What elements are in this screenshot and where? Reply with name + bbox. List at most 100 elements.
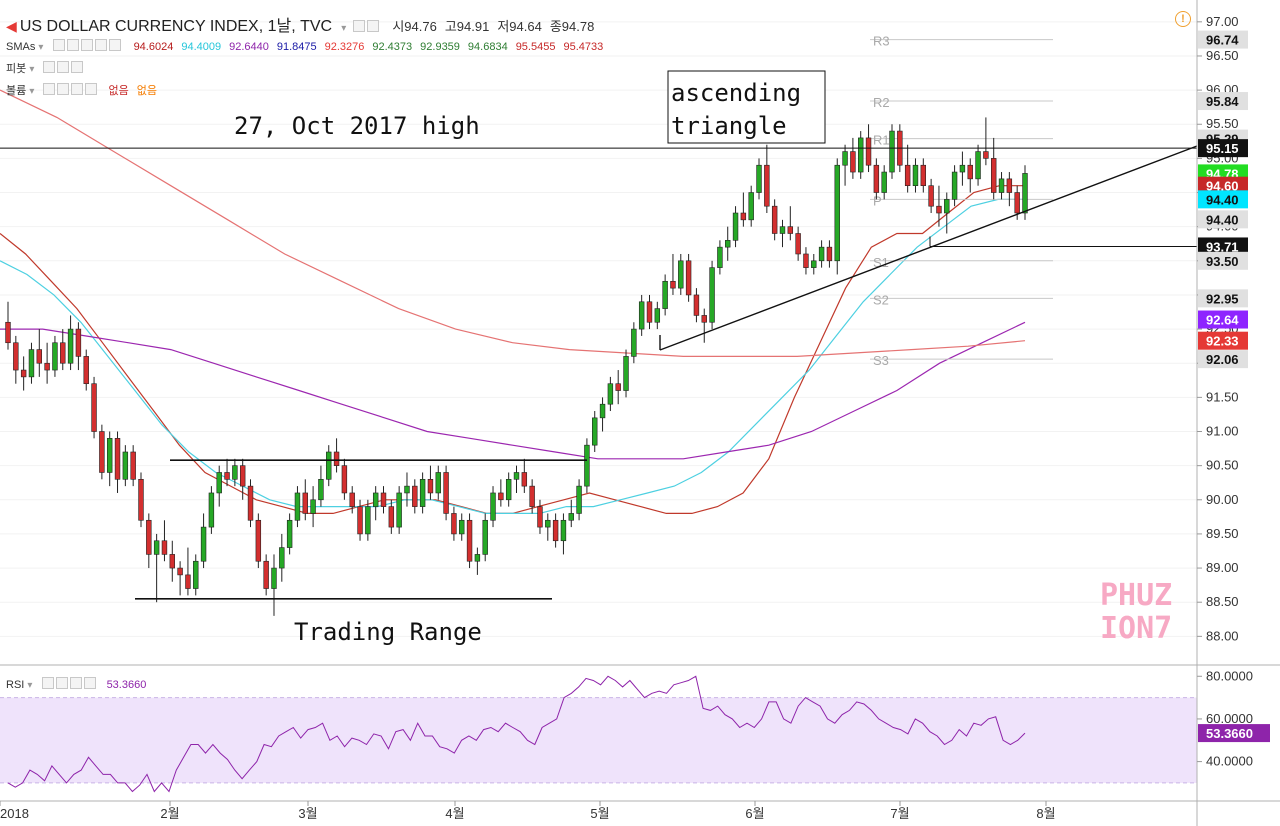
watermark-line1: PHUZ xyxy=(1100,578,1172,613)
eye-icon[interactable] xyxy=(41,677,54,689)
candle-38 xyxy=(302,479,308,521)
candle-body-52 xyxy=(412,485,418,507)
candle-18 xyxy=(146,513,152,569)
chart-title: US DOLLAR CURRENCY INDEX, 1날, TVC xyxy=(19,18,333,35)
candle-11 xyxy=(91,376,97,439)
dropdown-caret-icon[interactable]: ▾ xyxy=(341,23,347,34)
candle-94 xyxy=(740,192,747,227)
exclamation-circle-icon[interactable]: ! xyxy=(1175,11,1191,27)
candle-79 xyxy=(623,349,629,398)
eye-icon[interactable] xyxy=(52,39,65,51)
dropdown-caret-icon[interactable]: ▾ xyxy=(27,680,33,691)
candle-body-7 xyxy=(60,342,66,364)
candle-45 xyxy=(357,499,363,541)
eye-icon[interactable] xyxy=(353,20,366,32)
time-axis[interactable]: 2018 2월 3월 4월 5월 6월 7월 8월 xyxy=(0,801,1056,821)
close-icon[interactable] xyxy=(108,39,121,51)
candle-31 xyxy=(247,479,254,528)
sma-label[interactable]: SMAs xyxy=(6,41,36,53)
candle-body-120 xyxy=(944,199,950,214)
settings-icon[interactable] xyxy=(57,83,70,95)
candle-119 xyxy=(936,185,942,227)
candle-body-110 xyxy=(865,137,872,166)
candle-105 xyxy=(826,240,833,268)
candle-72 xyxy=(568,499,574,528)
sma-value-0: 94.6024 xyxy=(133,41,174,53)
close-icon[interactable] xyxy=(83,677,96,689)
pivot-label-4: S1 xyxy=(873,255,889,270)
candle-body-80 xyxy=(631,328,637,357)
price-badge-label-10: 92.95 xyxy=(1206,291,1239,306)
candle-34 xyxy=(271,554,277,616)
candle-51 xyxy=(404,472,410,507)
candle-body-16 xyxy=(130,451,136,480)
pivot-label-0: R3 xyxy=(873,34,890,49)
candle-95 xyxy=(748,185,754,227)
rsi-label[interactable]: RSI xyxy=(6,679,25,691)
candle-127 xyxy=(998,172,1005,200)
settings-icon[interactable] xyxy=(367,20,380,32)
candle-88 xyxy=(693,288,700,323)
dropdown-caret-icon[interactable]: ▾ xyxy=(29,86,35,97)
x-tick-label-5: 6월 xyxy=(745,806,764,821)
candle-body-62 xyxy=(490,492,496,521)
collapse-caret-icon[interactable]: ◀ xyxy=(6,18,17,34)
candle-63 xyxy=(498,479,504,507)
candle-body-3 xyxy=(28,349,35,378)
candle-body-27 xyxy=(216,472,222,494)
candle-body-42 xyxy=(333,451,340,466)
candle-49 xyxy=(388,499,395,534)
candle-body-88 xyxy=(693,294,700,316)
settings-icon[interactable] xyxy=(55,677,68,689)
source-icon[interactable] xyxy=(80,39,93,51)
candle-29 xyxy=(232,458,238,487)
candle-90 xyxy=(709,260,715,330)
close-icon[interactable] xyxy=(71,61,84,73)
rsi-badge-label: 53.3660 xyxy=(1206,726,1253,741)
pivot-label[interactable]: 피봇 xyxy=(6,63,27,75)
candle-body-108 xyxy=(850,151,856,173)
eye-icon[interactable] xyxy=(43,83,56,95)
candle-body-33 xyxy=(263,560,269,589)
candle-body-128 xyxy=(1006,178,1013,193)
price-badge-0 xyxy=(1198,30,1248,49)
candle-body-91 xyxy=(717,246,723,268)
rsi-axis[interactable]: 80.0000 60.0000 40.0000 53.3660 xyxy=(1197,668,1270,769)
close-icon[interactable] xyxy=(85,83,98,95)
volume-label[interactable]: 볼륨 xyxy=(6,85,27,97)
add-icon[interactable] xyxy=(69,677,82,689)
dropdown-caret-icon[interactable]: ▾ xyxy=(29,64,35,75)
candle-74 xyxy=(584,438,590,493)
sma-line-3 xyxy=(0,89,1026,357)
candlesticks[interactable] xyxy=(5,117,1028,616)
annotations: Trading Range 27, Oct 2017 high ascending t… xyxy=(0,70,1198,646)
ohlc-1: 고94.91 xyxy=(444,19,490,34)
candle-107 xyxy=(842,144,848,186)
candle-body-85 xyxy=(670,280,676,289)
sma-value-5: 92.4373 xyxy=(372,41,413,53)
settings-icon[interactable] xyxy=(66,39,79,51)
add-icon[interactable] xyxy=(94,39,107,51)
candle-112 xyxy=(881,165,887,200)
pivot-label-2: R1 xyxy=(873,133,890,148)
add-icon[interactable] xyxy=(71,83,84,95)
candle-body-75 xyxy=(592,417,598,446)
candle-1 xyxy=(13,335,19,384)
dropdown-caret-icon[interactable]: ▾ xyxy=(38,42,44,53)
candle-82 xyxy=(646,294,653,330)
x-tick-label-1: 2월 xyxy=(160,806,179,821)
eye-icon[interactable] xyxy=(43,61,56,73)
price-badge-label-7: 94.40 xyxy=(1206,212,1239,227)
rsi-value: 53.3660 xyxy=(106,679,147,691)
settings-icon[interactable] xyxy=(57,61,70,73)
candle-59 xyxy=(466,513,473,569)
candle-35 xyxy=(279,533,285,582)
range-label: Trading Range xyxy=(294,618,482,646)
candle-33 xyxy=(263,554,269,596)
rsi-band xyxy=(0,697,1197,783)
candle-body-31 xyxy=(247,485,254,521)
candle-5 xyxy=(44,342,50,384)
candle-65 xyxy=(513,465,520,493)
candle-body-20 xyxy=(161,540,168,555)
